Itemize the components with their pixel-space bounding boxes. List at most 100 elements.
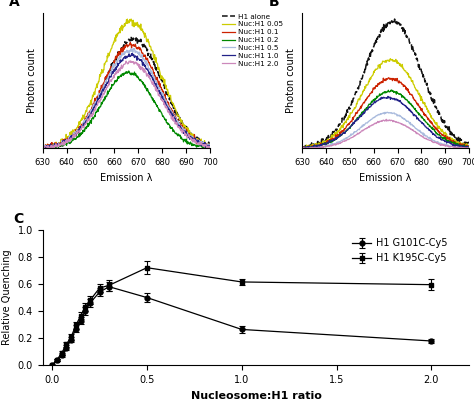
Nuc:H1 1.0 — [60, 139, 65, 144]
Nuc:H1 0.1 — [107, 68, 112, 74]
Line: Nuc:H1 1.0: Nuc:H1 1.0 — [302, 97, 469, 148]
Nuc:H1 0.05 — [466, 145, 472, 150]
Nuc:H1 2.0 — [207, 144, 213, 149]
H1 alone — [207, 144, 213, 149]
Nuc:H1 0.1 — [421, 111, 427, 116]
Nuc:H1 0.1 — [41, 146, 46, 151]
Nuc:H1 0.1 — [366, 93, 372, 98]
Nuc:H1 0.5 — [405, 119, 410, 124]
Nuc:H1 1.0 — [421, 121, 427, 126]
Nuc:H1 0.05 — [354, 102, 360, 107]
Y-axis label: Photon count: Photon count — [286, 48, 296, 113]
Nuc:H1 2.0 — [299, 146, 305, 151]
Text: C: C — [13, 212, 23, 226]
Nuc:H1 0.2 — [107, 89, 112, 94]
Nuc:H1 2.0 — [60, 140, 66, 145]
Nuc:H1 2.0 — [128, 58, 134, 63]
Nuc:H1 1.0 — [161, 97, 167, 102]
H1 alone — [95, 94, 100, 99]
Nuc:H1 0.1 — [354, 110, 360, 115]
Nuc:H1 0.05 — [42, 146, 47, 151]
Nuc:H1 0.1 — [466, 144, 472, 150]
Nuc:H1 0.1 — [95, 94, 100, 99]
Nuc:H1 0.05 — [128, 16, 134, 21]
Nuc:H1 0.1 — [128, 40, 133, 45]
X-axis label: Emission λ: Emission λ — [359, 173, 412, 183]
Nuc:H1 0.5 — [319, 145, 325, 150]
H1 alone — [129, 34, 135, 39]
H1 alone — [146, 51, 152, 56]
Nuc:H1 0.2 — [207, 146, 213, 151]
Nuc:H1 0.05 — [146, 39, 152, 44]
Nuc:H1 0.05 — [95, 81, 100, 87]
Nuc:H1 0.05 — [107, 51, 112, 56]
H1 alone — [60, 141, 66, 146]
Nuc:H1 1.0 — [354, 118, 360, 123]
Nuc:H1 0.1 — [385, 75, 391, 80]
Nuc:H1 0.1 — [301, 146, 306, 151]
H1 alone — [299, 142, 305, 147]
Nuc:H1 0.2 — [162, 117, 168, 122]
Line: Nuc:H1 0.05: Nuc:H1 0.05 — [302, 59, 469, 148]
H1 alone — [392, 16, 398, 21]
Line: H1 alone: H1 alone — [43, 37, 210, 148]
Nuc:H1 2.0 — [162, 100, 167, 105]
Nuc:H1 2.0 — [366, 124, 372, 129]
Legend: H1 alone, Nuc:H1 0.05, Nuc:H1 0.1, Nuc:H1 0.2, Nuc:H1 0.5, Nuc:H1 1.0, Nuc:H1 2.: H1 alone, Nuc:H1 0.05, Nuc:H1 0.1, Nuc:H… — [222, 13, 283, 67]
Nuc:H1 1.0 — [405, 106, 411, 111]
Nuc:H1 2.0 — [421, 135, 427, 140]
Line: Nuc:H1 0.2: Nuc:H1 0.2 — [302, 90, 469, 148]
Nuc:H1 0.5 — [420, 130, 426, 135]
Nuc:H1 0.5 — [106, 72, 112, 77]
Nuc:H1 0.5 — [299, 146, 305, 151]
Nuc:H1 0.5 — [162, 96, 167, 101]
Nuc:H1 0.05 — [300, 146, 305, 151]
Nuc:H1 0.05 — [162, 81, 167, 86]
Nuc:H1 0.2 — [405, 98, 410, 103]
Nuc:H1 0.2 — [146, 90, 152, 95]
Line: Nuc:H1 0.1: Nuc:H1 0.1 — [43, 42, 210, 148]
Nuc:H1 2.0 — [466, 145, 472, 150]
Nuc:H1 2.0 — [421, 136, 427, 141]
H1 alone — [40, 143, 46, 148]
Line: H1 alone: H1 alone — [302, 19, 469, 148]
Nuc:H1 0.05 — [319, 141, 325, 146]
Nuc:H1 0.05 — [299, 144, 305, 149]
Nuc:H1 0.2 — [421, 118, 427, 123]
H1 alone — [421, 75, 427, 80]
Nuc:H1 1.0 — [421, 123, 427, 128]
H1 alone — [421, 74, 427, 79]
Nuc:H1 0.5 — [365, 119, 371, 124]
Text: A: A — [9, 0, 20, 9]
Nuc:H1 0.5 — [161, 94, 167, 99]
Nuc:H1 0.1 — [146, 60, 152, 66]
Nuc:H1 0.2 — [40, 145, 46, 150]
Nuc:H1 0.5 — [40, 146, 46, 151]
Nuc:H1 2.0 — [107, 82, 112, 87]
Nuc:H1 0.1 — [299, 145, 305, 150]
H1 alone — [466, 141, 472, 146]
X-axis label: Emission λ: Emission λ — [100, 173, 153, 183]
Nuc:H1 0.5 — [354, 129, 359, 134]
Nuc:H1 0.2 — [41, 146, 46, 151]
Nuc:H1 0.5 — [207, 144, 213, 150]
Nuc:H1 0.2 — [365, 103, 371, 108]
Nuc:H1 0.1 — [162, 92, 168, 97]
Line: Nuc:H1 0.5: Nuc:H1 0.5 — [302, 112, 469, 148]
H1 alone — [162, 82, 167, 87]
H1 alone — [162, 87, 168, 92]
Nuc:H1 0.05 — [60, 140, 66, 145]
H1 alone — [405, 35, 411, 40]
Line: Nuc:H1 2.0: Nuc:H1 2.0 — [302, 119, 469, 148]
Nuc:H1 0.05 — [421, 102, 427, 107]
Nuc:H1 1.0 — [40, 146, 46, 151]
Nuc:H1 1.0 — [319, 142, 325, 147]
Nuc:H1 0.5 — [146, 66, 151, 71]
H1 alone — [366, 55, 372, 60]
Nuc:H1 0.2 — [466, 144, 472, 149]
Nuc:H1 0.2 — [95, 107, 100, 112]
Nuc:H1 0.05 — [162, 82, 168, 87]
Nuc:H1 2.0 — [95, 102, 100, 108]
Nuc:H1 2.0 — [319, 144, 325, 150]
Nuc:H1 2.0 — [42, 146, 47, 151]
